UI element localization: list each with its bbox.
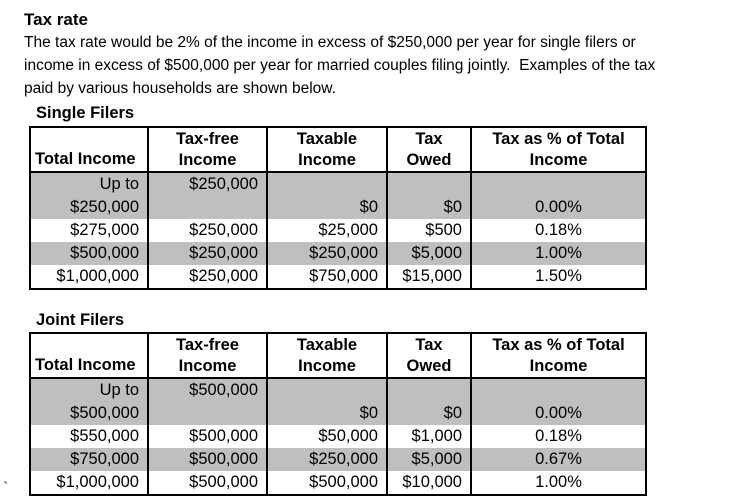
header-total-income: Total Income: [31, 334, 149, 377]
table-row: $550,000 $500,000 $50,000 $1,000 0.18%: [31, 425, 645, 448]
cell-tax-free-income: $250,000: [149, 219, 268, 242]
header-taxable-income: Taxable Income: [268, 128, 388, 171]
cell-total-income: $1,000,000: [31, 265, 149, 288]
cell-tax-percent: 0.00%: [535, 198, 582, 216]
header-total-income: Total Income: [31, 128, 149, 171]
cell-tax-owed: $5,000: [388, 242, 472, 265]
cell-tax-percent: 0.00%: [535, 404, 582, 422]
cell-tax-free-income: $500,000: [149, 471, 268, 494]
table-row: Up to $250,000 $250,000 $0 $0 0.00%: [31, 173, 645, 219]
cell-taxable-income: $500,000: [268, 471, 388, 494]
cell-tax-free-income: $250,000: [149, 173, 268, 219]
cell-taxable-income: $0: [268, 379, 388, 425]
cell-tax-percent: 0.67%: [535, 450, 582, 468]
cell-tax-free-income: $500,000: [149, 379, 268, 425]
cell-tax-free-income: $500,000: [149, 448, 268, 471]
table-row: $275,000 $250,000 $25,000 $500 0.18%: [31, 219, 645, 242]
intro-paragraph: The tax rate would be 2% of the income i…: [24, 31, 655, 100]
paragraph-line: The tax rate would be 2% of the income i…: [24, 34, 636, 51]
cell-taxable-income: $750,000: [268, 265, 388, 288]
cell-total-income: $1,000,000: [31, 471, 149, 494]
table-row: Up to $500,000 $500,000 $0 $0 0.00%: [31, 379, 645, 425]
header-taxable-income: Taxable Income: [268, 334, 388, 377]
table-row: $1,000,000 $500,000 $500,000 $10,000 1.0…: [31, 471, 645, 494]
cell-total-income: Up to $500,000: [31, 379, 149, 425]
cell-tax-free-income: $500,000: [149, 425, 268, 448]
header-tax-free-income: Tax-free Income: [149, 128, 268, 171]
header-tax-owed: Tax Owed: [388, 334, 472, 377]
cell-tax-percent: 0.18%: [535, 221, 582, 239]
cell-tax-owed: $1,000: [388, 425, 472, 448]
cell-taxable-income: $0: [268, 173, 388, 219]
cell-taxable-income: $250,000: [268, 242, 388, 265]
table-row: $750,000 $500,000 $250,000 $5,000 0.67%: [31, 448, 645, 471]
single-filers-label: Single Filers: [36, 104, 135, 122]
joint-filers-table: Total Income Tax-free Income Taxable Inc…: [29, 332, 647, 496]
cell-tax-free-income: $250,000: [149, 265, 268, 288]
cell-taxable-income: $50,000: [268, 425, 388, 448]
cell-total-income: Up to $250,000: [31, 173, 149, 219]
paragraph-line: paid by various households are shown bel…: [24, 80, 336, 97]
table-row: $500,000 $250,000 $250,000 $5,000 1.00%: [31, 242, 645, 265]
cell-tax-percent: 1.00%: [535, 244, 582, 262]
single-filers-table: Total Income Tax-free Income Taxable Inc…: [29, 126, 647, 290]
cell-total-income: $275,000: [31, 219, 149, 242]
page-title: Tax rate: [24, 10, 88, 29]
cell-taxable-income: $250,000: [268, 448, 388, 471]
stray-mark: `: [2, 479, 11, 498]
cell-tax-owed: $0: [388, 173, 472, 219]
cell-tax-owed: $0: [388, 379, 472, 425]
table-header-row: Total Income Tax-free Income Taxable Inc…: [31, 334, 645, 379]
cell-tax-percent: 1.50%: [535, 267, 582, 285]
cell-total-income: $500,000: [31, 242, 149, 265]
joint-filers-label: Joint Filers: [36, 311, 125, 329]
header-tax-free-income: Tax-free Income: [149, 334, 268, 377]
header-tax-percent-of-total: Tax as % of Total Income: [492, 130, 625, 169]
cell-tax-owed: $500: [388, 219, 472, 242]
cell-tax-owed: $15,000: [388, 265, 472, 288]
header-tax-percent-of-total: Tax as % of Total Income: [492, 336, 625, 375]
cell-tax-free-income: $250,000: [149, 242, 268, 265]
table-header-row: Total Income Tax-free Income Taxable Inc…: [31, 128, 645, 173]
header-tax-owed: Tax Owed: [388, 128, 472, 171]
cell-total-income: $750,000: [31, 448, 149, 471]
cell-tax-percent: 1.00%: [535, 473, 582, 491]
cell-total-income: $550,000: [31, 425, 149, 448]
cell-tax-percent: 0.18%: [535, 427, 582, 445]
cell-tax-owed: $10,000: [388, 471, 472, 494]
cell-taxable-income: $25,000: [268, 219, 388, 242]
cell-tax-owed: $5,000: [388, 448, 472, 471]
table-row: $1,000,000 $250,000 $750,000 $15,000 1.5…: [31, 265, 645, 288]
paragraph-line: income in excess of $500,000 per year fo…: [24, 57, 656, 74]
